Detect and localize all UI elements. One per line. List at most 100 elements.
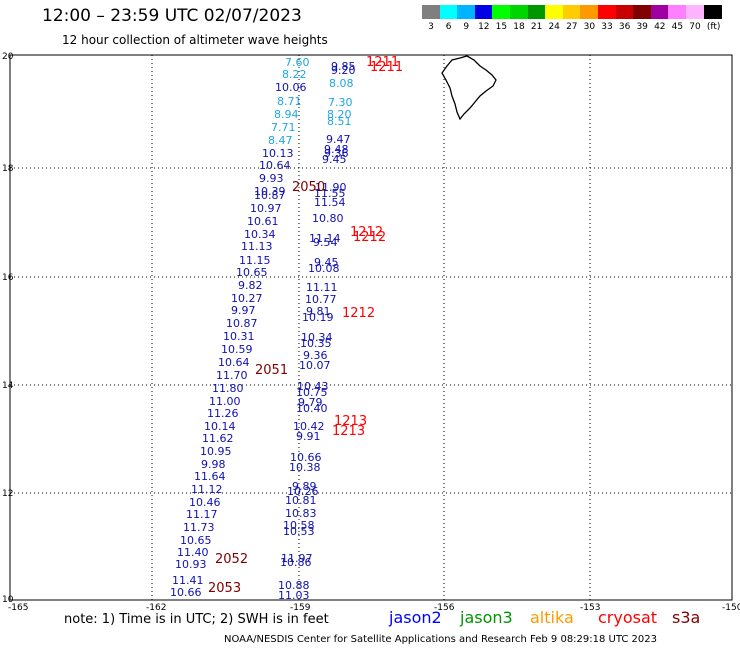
satellite-legend-altika: altika [530, 608, 574, 627]
longitude-label: -156 [434, 603, 455, 613]
wave-height-value: 11.64 [194, 470, 226, 483]
latitude-label: 16 [2, 273, 14, 283]
colorbar-tick-label: 9 [463, 22, 470, 32]
wave-height-value: 10.34 [244, 228, 276, 241]
page-subtitle: 12 hour collection of altimeter wave hei… [62, 33, 328, 47]
wave-height-value: 10.38 [289, 461, 321, 474]
wave-height-value: 11.14 [309, 232, 341, 245]
wave-height-value: 10.77 [305, 293, 337, 306]
colorbar-swatch [633, 5, 652, 19]
wave-height-value: 11.80 [212, 382, 244, 395]
colorbar-tick-label: 33 [601, 22, 613, 32]
colorbar-swatch [580, 5, 599, 19]
colorbar-tick-label: 3 [428, 22, 434, 32]
pass-time-label: 2052 [215, 552, 249, 567]
colorbar-swatch [474, 5, 493, 19]
colorbar-swatch [668, 5, 687, 19]
wave-height-value: 11.55 [314, 187, 346, 200]
colorbar-swatch [545, 5, 564, 19]
wave-height-value: 7.71 [271, 121, 296, 134]
colorbar-tick-label: 21 [530, 22, 543, 32]
wave-height-value: 9.54 [313, 236, 338, 249]
wave-height-value: 11.40 [177, 546, 209, 559]
colorbar-swatch [422, 5, 441, 19]
latitude-label: 12 [2, 489, 14, 499]
wave-height-value: 11.11 [306, 281, 338, 294]
colorbar-swatch [615, 5, 634, 19]
colorbar-tick-label: 27 [566, 22, 578, 32]
map-grid [10, 55, 732, 600]
colorbar-swatch [686, 5, 705, 19]
latitude-label: 18 [2, 164, 14, 174]
pass-time-label: 2053 [208, 581, 242, 596]
colorbar-swatch [527, 5, 546, 19]
wave-height-value: 10.64 [218, 356, 250, 369]
colorbar-swatch [562, 5, 581, 19]
wave-height-value: 9.91 [296, 430, 321, 443]
colorbar-tick-label: 18 [513, 22, 525, 32]
wave-height-value: 9.79 [298, 396, 323, 409]
wave-height-value: 8.20 [327, 108, 352, 121]
wave-height-value: 9.48 [324, 143, 349, 156]
satellite-legend-s3a: s3a [672, 608, 701, 627]
pass-time-label: 1213 [332, 424, 366, 439]
wave-height-value: 10.53 [283, 525, 315, 538]
pass-time-label: 2051 [255, 363, 289, 378]
colorbar-tick-label: 36 [618, 22, 631, 32]
latitude-label: 14 [2, 381, 14, 391]
credit-line: NOAA/NESDIS Center for Satellite Applica… [224, 634, 657, 645]
wave-height-value: 8.71 [277, 95, 302, 108]
wave-height-value: 9.97 [231, 304, 256, 317]
wave-height-value: 10.75 [296, 386, 328, 399]
wave-height-value: 11.97 [281, 552, 313, 565]
latitude-label: 20 [2, 52, 14, 62]
colorbar-tick-label: 45 [671, 22, 684, 32]
satellite-legend-cryosat: cryosat [598, 608, 658, 627]
wave-height-value: 10.64 [259, 159, 291, 172]
longitude-label: -162 [146, 603, 167, 613]
wave-height-value: 7.60 [285, 56, 310, 69]
wave-height-value: 10.80 [312, 212, 344, 225]
colorbar-swatch [439, 5, 458, 19]
wave-height-value: 11.12 [191, 483, 223, 496]
wave-height-value: 10.08 [308, 262, 340, 275]
wave-height-value: 10.83 [285, 507, 317, 520]
page-title: 12:00 – 23:59 UTC 02/07/2023 [42, 6, 302, 26]
wave-height-value: 10.86 [280, 556, 312, 569]
wave-height-value: 10.27 [231, 292, 263, 305]
wave-height-value: 8.94 [274, 108, 299, 121]
wave-height-value: 11.13 [241, 240, 273, 253]
wave-height-value: 10.13 [262, 147, 294, 160]
wave-height-value: 10.26 [287, 485, 319, 498]
pass-time-label: 1213 [334, 414, 368, 429]
units-note: note: 1) Time is in UTC; 2) SWH is in fe… [64, 612, 329, 627]
wave-height-value: 11.17 [186, 508, 218, 521]
colorbar-swatch [598, 5, 617, 19]
wave-height-value: 10.87 [254, 189, 286, 202]
wave-height-value: 10.95 [200, 445, 232, 458]
wave-height-value: 11.73 [183, 521, 215, 534]
wave-height-value: 10.39 [254, 185, 286, 198]
wave-height-value: 10.65 [180, 534, 212, 547]
colorbar-tick-label: 12 [478, 22, 490, 32]
wave-height-value: 7.30 [328, 96, 353, 109]
colorbar-tick-label: 24 [548, 22, 560, 32]
longitude-label: -159 [290, 603, 311, 613]
colorbar-swatch [650, 5, 669, 19]
wave-height-value: 11.15 [239, 254, 271, 267]
colorbar-unit: (ft) [706, 22, 721, 32]
pass-time-label: 2050 [292, 180, 326, 195]
wave-height-value: 10.43 [297, 380, 329, 393]
wave-height-value: 10.88 [278, 579, 310, 592]
wave-height-value: 11.70 [216, 369, 248, 382]
wave-height-value: 9.81 [306, 305, 331, 318]
satellite-legend-jason3: jason3 [460, 608, 513, 627]
latitude-label: 10 [2, 595, 14, 605]
wave-height-value: 10.81 [285, 494, 317, 507]
wave-height-value: 9.85 [331, 60, 356, 73]
wave-height-value: 10.19 [302, 311, 334, 324]
wave-height-value: 9.36 [303, 349, 328, 362]
wave-height-value: 9.20 [331, 64, 356, 77]
colorbar-swatch [457, 5, 476, 19]
